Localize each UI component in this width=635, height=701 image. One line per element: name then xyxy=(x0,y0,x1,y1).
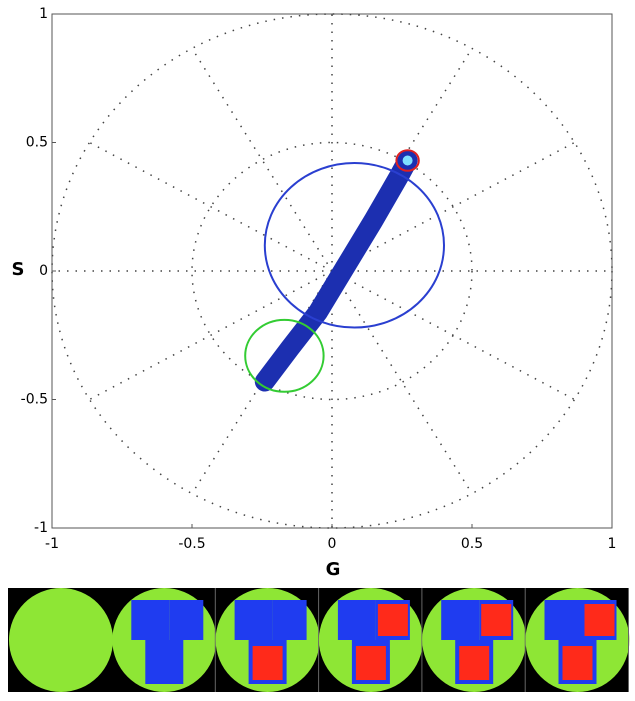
thumb-red xyxy=(252,646,283,680)
thumb-region xyxy=(145,640,184,684)
y-tick-label: 0.5 xyxy=(26,135,48,151)
thumb-region xyxy=(131,600,170,640)
thumb-region xyxy=(337,600,376,640)
thumb-region xyxy=(234,600,273,640)
thumb-red xyxy=(481,604,512,636)
x-tick-label: 0 xyxy=(328,536,337,552)
y-tick-label: 1 xyxy=(39,6,48,22)
phasor-hotspot xyxy=(402,155,413,166)
cursor-circle xyxy=(395,149,420,172)
y-tick-label: -1 xyxy=(34,520,48,536)
thumb-red xyxy=(562,646,593,680)
x-axis-label: G xyxy=(326,559,341,580)
thumb-red xyxy=(377,604,408,636)
thumb-region xyxy=(272,600,307,640)
polar-grid-ray xyxy=(331,270,575,401)
polar-grid-circle xyxy=(51,13,613,529)
x-tick-label: 0.5 xyxy=(461,536,483,552)
polar-grid-ray xyxy=(89,270,333,401)
y-axis-label: S xyxy=(12,259,25,280)
cursor-circle xyxy=(244,318,325,393)
plot: -1 -0.5 0 0.5 1 -1 -0.5 0 0.5 1 xyxy=(21,6,617,552)
y-tick-label: -0.5 xyxy=(21,392,48,408)
thumb-red xyxy=(584,604,615,636)
thumb-disk xyxy=(9,588,113,692)
thumb-region xyxy=(441,600,480,640)
phasor-cloud xyxy=(254,150,418,392)
polar-grid-ray xyxy=(89,141,333,272)
polar-grid-ray xyxy=(331,141,575,272)
polar-grid-ray xyxy=(331,270,473,494)
thumbnails xyxy=(8,588,630,692)
thumb-region xyxy=(544,600,583,640)
thumb-red xyxy=(355,646,386,680)
x-tick-label: -1 xyxy=(45,536,59,552)
y-tick-label: 0 xyxy=(39,263,48,279)
polar-grid-ray xyxy=(191,48,333,272)
thumb-region xyxy=(169,600,204,640)
x-tick-label: -0.5 xyxy=(178,536,205,552)
thumb-red xyxy=(459,646,490,680)
cursor-circle xyxy=(263,162,445,329)
polar-grid-circle xyxy=(191,141,473,401)
x-tick-label: 1 xyxy=(608,536,617,552)
